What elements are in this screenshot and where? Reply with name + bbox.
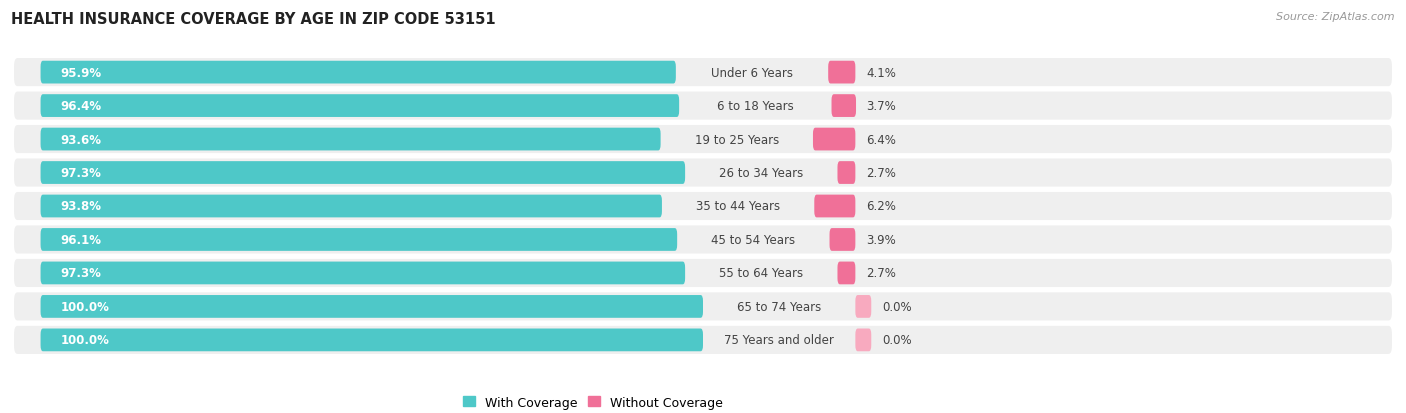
FancyBboxPatch shape [14, 92, 1392, 120]
FancyBboxPatch shape [14, 293, 1392, 321]
Text: 35 to 44 Years: 35 to 44 Years [696, 200, 780, 213]
FancyBboxPatch shape [41, 262, 685, 285]
FancyBboxPatch shape [838, 162, 855, 185]
FancyBboxPatch shape [41, 295, 703, 318]
Text: 3.7%: 3.7% [866, 100, 897, 113]
FancyBboxPatch shape [41, 329, 703, 351]
Text: 65 to 74 Years: 65 to 74 Years [737, 300, 821, 313]
Text: 93.8%: 93.8% [60, 200, 101, 213]
FancyBboxPatch shape [14, 259, 1392, 287]
Text: 6.2%: 6.2% [866, 200, 896, 213]
Text: 19 to 25 Years: 19 to 25 Years [695, 133, 779, 146]
Text: 0.0%: 0.0% [882, 334, 911, 347]
Text: 55 to 64 Years: 55 to 64 Years [720, 267, 803, 280]
Text: 0.0%: 0.0% [882, 300, 911, 313]
FancyBboxPatch shape [41, 228, 678, 251]
Text: 6 to 18 Years: 6 to 18 Years [717, 100, 794, 113]
FancyBboxPatch shape [41, 195, 662, 218]
FancyBboxPatch shape [14, 59, 1392, 87]
Text: 2.7%: 2.7% [866, 267, 896, 280]
FancyBboxPatch shape [41, 162, 685, 185]
FancyBboxPatch shape [14, 326, 1392, 354]
FancyBboxPatch shape [41, 95, 679, 118]
FancyBboxPatch shape [814, 195, 855, 218]
Text: 2.7%: 2.7% [866, 166, 896, 180]
Text: 45 to 54 Years: 45 to 54 Years [711, 233, 796, 247]
Text: 26 to 34 Years: 26 to 34 Years [720, 166, 803, 180]
FancyBboxPatch shape [14, 159, 1392, 187]
Text: Source: ZipAtlas.com: Source: ZipAtlas.com [1277, 12, 1395, 22]
Text: 100.0%: 100.0% [60, 334, 110, 347]
Text: 4.1%: 4.1% [866, 66, 896, 79]
Text: 3.9%: 3.9% [866, 233, 896, 247]
FancyBboxPatch shape [855, 295, 872, 318]
Legend: With Coverage, Without Coverage: With Coverage, Without Coverage [457, 391, 728, 413]
FancyBboxPatch shape [14, 192, 1392, 221]
Text: 95.9%: 95.9% [60, 66, 101, 79]
Text: 97.3%: 97.3% [60, 267, 101, 280]
Text: 6.4%: 6.4% [866, 133, 896, 146]
FancyBboxPatch shape [813, 128, 855, 151]
FancyBboxPatch shape [831, 95, 856, 118]
FancyBboxPatch shape [828, 62, 855, 84]
Text: Under 6 Years: Under 6 Years [711, 66, 793, 79]
FancyBboxPatch shape [855, 329, 872, 351]
Text: HEALTH INSURANCE COVERAGE BY AGE IN ZIP CODE 53151: HEALTH INSURANCE COVERAGE BY AGE IN ZIP … [11, 12, 496, 27]
FancyBboxPatch shape [14, 126, 1392, 154]
FancyBboxPatch shape [830, 228, 855, 251]
FancyBboxPatch shape [41, 62, 676, 84]
FancyBboxPatch shape [838, 262, 855, 285]
Text: 100.0%: 100.0% [60, 300, 110, 313]
FancyBboxPatch shape [41, 128, 661, 151]
Text: 97.3%: 97.3% [60, 166, 101, 180]
Text: 75 Years and older: 75 Years and older [724, 334, 834, 347]
Text: 93.6%: 93.6% [60, 133, 101, 146]
FancyBboxPatch shape [14, 226, 1392, 254]
Text: 96.1%: 96.1% [60, 233, 101, 247]
Text: 96.4%: 96.4% [60, 100, 101, 113]
